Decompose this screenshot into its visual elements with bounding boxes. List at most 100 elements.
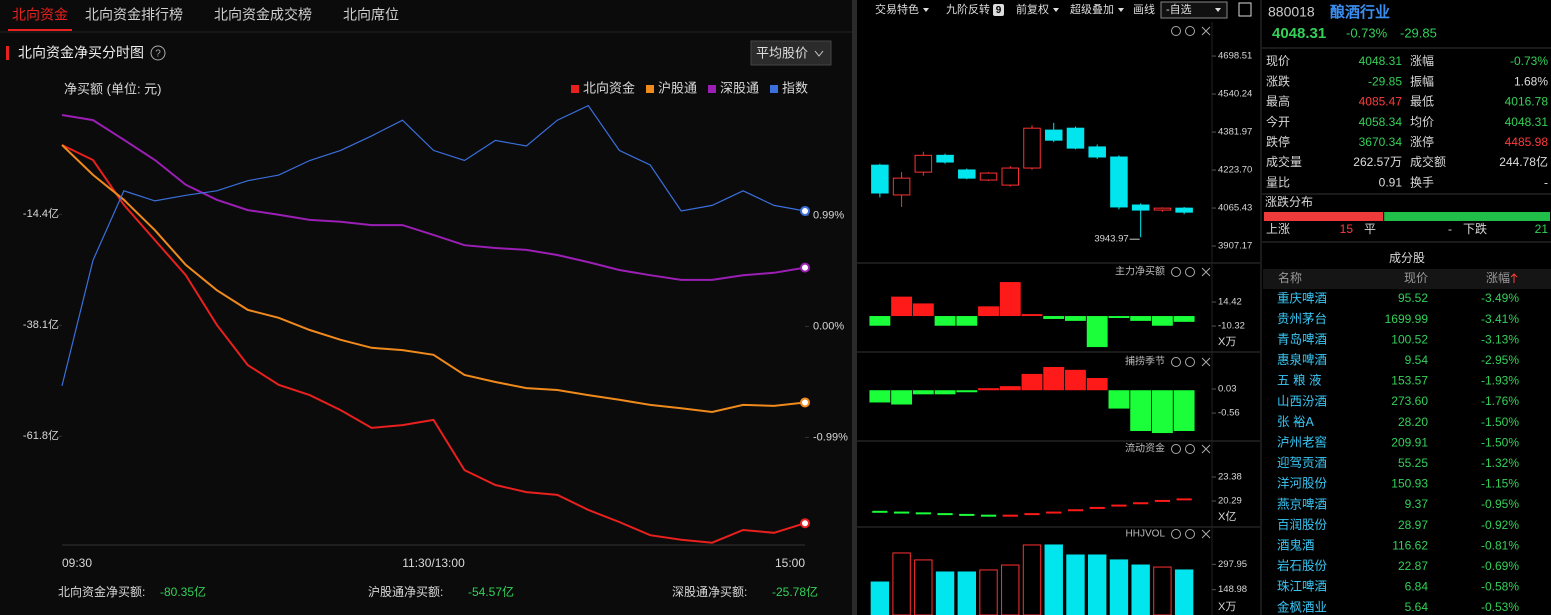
volume-bar [1022,544,1042,615]
close-icon[interactable] [1201,444,1211,454]
stock-pct: -1.76% [1481,394,1519,408]
close-icon[interactable] [1201,529,1211,539]
help-text[interactable]: ? [155,49,161,60]
series-line [61,144,806,544]
quote-value: 4485.98 [1505,135,1549,149]
panel-icon[interactable] [1185,26,1195,36]
stock-name[interactable]: 青岛啤酒 [1277,331,1327,346]
stock-name[interactable]: 酒鬼酒 [1277,537,1315,552]
toolbar-arrow[interactable] [1053,8,1059,12]
close-icon[interactable] [1201,267,1211,277]
stock-name[interactable]: 洋河股份 [1277,476,1328,491]
panel-title: 主力净买额 [1115,265,1165,278]
indicator-bar [1151,316,1173,326]
indicator-bar [1065,316,1086,321]
indicator-bar [934,316,956,326]
indicator-bar [891,390,913,405]
tab[interactable]: 北向席位 [343,7,399,23]
panel-icon[interactable] [1185,267,1195,277]
x-tick-label: 09:30 [62,556,92,570]
stock-pct: -1.50% [1481,435,1519,449]
chart-title: 北向资金净买分时图 [18,45,144,61]
close-icon[interactable] [1201,357,1211,367]
stock-pct: -3.13% [1481,332,1519,346]
indicator-bar [999,282,1021,317]
panel-icon[interactable] [1185,357,1195,367]
indicator-bar [869,390,891,403]
dropdown-text[interactable]: 平均股价 [756,45,808,60]
y-tick-label: -38.1亿 [23,318,59,331]
legend-label: 沪股通 [658,80,697,95]
quote-label: 成交额 [1410,154,1446,169]
toolbar-arrow[interactable] [1118,8,1124,12]
stock-name[interactable]: 张 裕A [1277,414,1314,429]
col-header[interactable]: 涨幅 [1486,270,1510,285]
stock-name[interactable]: 五 粮 液 [1277,373,1322,388]
volume-bar [1174,569,1194,615]
volume-bar [892,552,911,615]
stock-price: 153.57 [1391,374,1428,388]
stock-name[interactable]: 贵州茅台 [1277,311,1327,326]
stock-name[interactable]: 山西汾酒 [1277,394,1327,408]
stock-name[interactable]: 重庆啤酒 [1277,290,1327,305]
toolbar-arrow[interactable] [923,8,929,12]
quote-value: -0.73% [1510,54,1548,68]
stock-name[interactable]: 惠泉啤酒 [1277,352,1327,367]
panel-icon[interactable] [1185,444,1195,454]
indicator-bar [956,390,978,393]
price-tick-label: 20.29 [1218,496,1242,507]
summary-label: 深股通净买额: [672,585,747,599]
indicator-bar [891,296,913,317]
sort-arrow [1510,273,1518,283]
tab[interactable]: 北向资金成交榜 [214,7,312,23]
panel-icon[interactable] [1171,267,1181,277]
toolbar-item[interactable]: 画线 [1133,2,1155,16]
panel-icon[interactable] [1171,26,1181,36]
y-tick-label: -14.4亿 [23,207,59,220]
stock-name[interactable]: 珠江啤酒 [1277,579,1327,594]
stock-name[interactable]: 燕京啤酒 [1277,496,1327,511]
dropdown-arrow[interactable] [814,50,824,57]
panel-icon[interactable] [1171,357,1181,367]
stock-name[interactable]: 金枫酒业 [1277,599,1327,614]
stock-price: 9.54 [1405,353,1429,367]
low-annotation: 3943.97 [1094,234,1128,245]
dist-label: 平 [1364,222,1376,236]
tab[interactable]: 北向资金 [12,7,68,23]
stock-price: 22.87 [1398,559,1428,573]
select-box[interactable] [1160,1,1228,19]
layout-icon[interactable] [1238,2,1252,17]
select-arrow[interactable] [1215,8,1221,12]
panel-icon[interactable] [1171,529,1181,539]
name: 酿酒行业 [1330,3,1390,21]
dropdown[interactable] [750,40,832,66]
toolbar-item[interactable]: 九阶反转 [946,2,990,16]
indicator-bar [1130,316,1152,321]
stock-name[interactable]: 泸州老窖 [1277,434,1327,449]
stock-pct: -2.95% [1481,353,1519,367]
quote-label: 跌停 [1266,134,1290,149]
price-tick-label: 148.98 [1218,584,1247,595]
end-marker [800,205,810,216]
toolbar-item[interactable]: 前复权 [1016,2,1049,16]
stock-name[interactable]: 百润股份 [1277,518,1328,532]
indicator-bar [1173,316,1195,322]
panel-icon[interactable] [1185,529,1195,539]
help-icon[interactable] [150,45,166,61]
close-icon[interactable] [1201,26,1211,36]
candle-body [892,177,911,196]
stock-name[interactable]: 迎驾贡酒 [1277,456,1327,470]
volume-bar [1066,554,1085,615]
tab[interactable]: 北向资金排行榜 [85,7,183,23]
stock-price: 28.20 [1398,415,1428,429]
toolbar-item[interactable]: 交易特色 [875,2,919,16]
toolbar-item[interactable]: 超级叠加 [1070,2,1114,16]
quote-label: 最高 [1266,94,1290,109]
select-text[interactable]: -自选 [1166,3,1192,16]
stock-name[interactable]: 岩石股份 [1277,558,1328,573]
panel-icon[interactable] [1171,444,1181,454]
quote-label: 最低 [1410,95,1434,109]
y2-tick-label: -0.99% [813,431,848,443]
col-header[interactable]: 现价 [1404,271,1428,285]
volume-bar [914,559,933,615]
